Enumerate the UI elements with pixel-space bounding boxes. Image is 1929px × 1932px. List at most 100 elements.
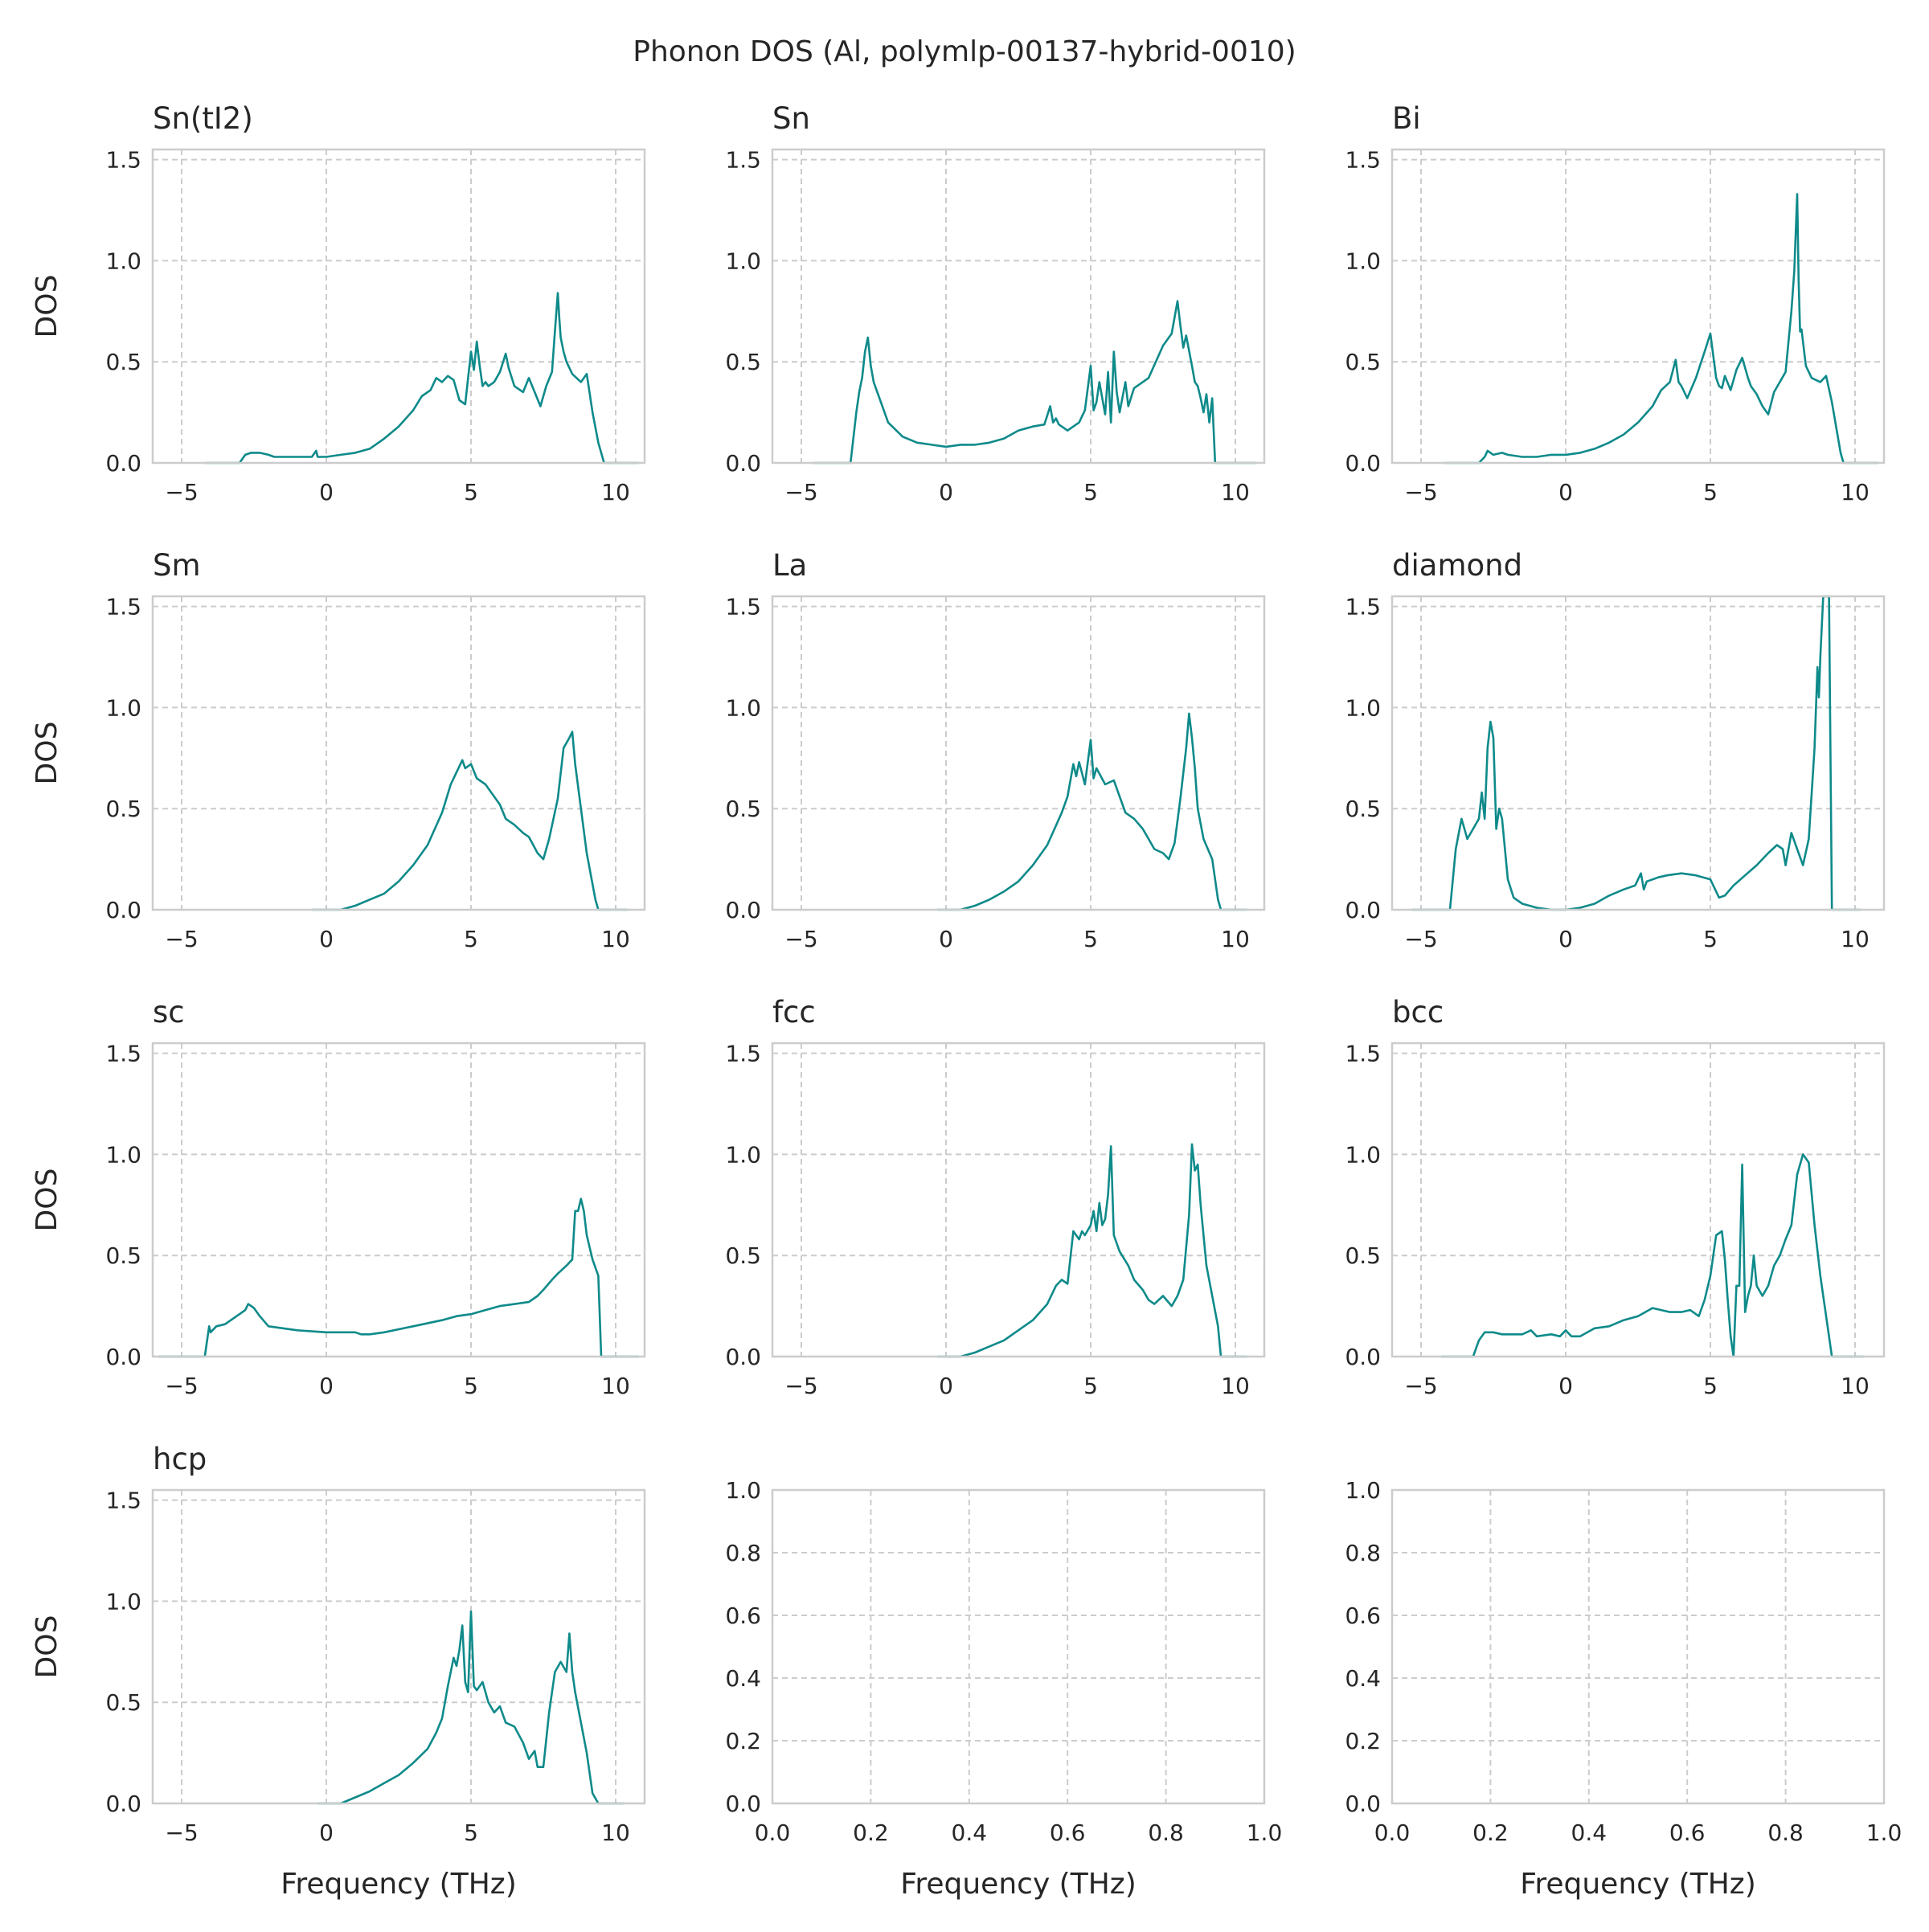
y-tick-label: 0.2: [725, 1728, 761, 1754]
subplot-title: Bi: [1392, 101, 1421, 136]
y-tick-label: 0.6: [725, 1602, 761, 1629]
y-tick-label: 0.5: [105, 796, 141, 822]
x-tick-label: 10: [601, 1373, 630, 1399]
dos-line: [312, 731, 628, 911]
y-axis-label: DOS: [31, 1615, 63, 1679]
subplot-empty-10: 0.0 0.2 0.4 0.6 0.8 1.0 0.0 0.2 0.4 0.6 0.8 1.0 Freq…: [725, 1477, 1282, 1901]
axes-frame: [151, 1488, 646, 1805]
y-tick-label: 1.5: [725, 594, 761, 620]
x-tick-label: 0: [1558, 479, 1573, 506]
axes-frame: [1390, 595, 1886, 911]
y-tick-label: 1.0: [725, 694, 761, 721]
y-tick-label: 1.0: [105, 1588, 141, 1615]
subplot-title: fcc: [772, 995, 816, 1029]
axes-frame: [151, 148, 646, 465]
x-tick-label: 5: [1083, 479, 1098, 506]
y-tick-label: 0.5: [1345, 796, 1381, 822]
x-tick-label: 5: [1703, 926, 1718, 952]
subplot-title: bcc: [1392, 995, 1444, 1029]
x-tick-label: 0: [1558, 1373, 1573, 1399]
x-tick-label: 0.0: [755, 1819, 791, 1846]
x-tick-label: 0.4: [1571, 1819, 1608, 1846]
x-tick-label: 0.6: [1669, 1819, 1706, 1846]
x-tick-label: 0: [319, 479, 334, 506]
x-tick-label: 10: [1221, 1373, 1250, 1399]
subplot-title: hcp: [153, 1442, 207, 1476]
axes-frame: [771, 1488, 1266, 1805]
x-tick-label: 5: [464, 926, 478, 952]
y-tick-label: 0.0: [725, 897, 761, 923]
dos-line: [937, 712, 1247, 911]
y-tick-label: 0.5: [725, 349, 761, 375]
dos-line: [813, 300, 1256, 465]
y-tick-label: 0.5: [725, 1242, 761, 1269]
y-tick-label: 0.0: [1345, 1791, 1381, 1817]
x-tick-label: 0.2: [1472, 1819, 1509, 1846]
subplot-title: La: [772, 548, 807, 583]
y-tick-label: 0.5: [1345, 1242, 1381, 1269]
x-tick-label: −5: [784, 1373, 817, 1399]
x-tick-label: 5: [1703, 479, 1718, 506]
y-tick-label: 0.0: [725, 450, 761, 477]
y-axis-label: DOS: [31, 722, 63, 785]
x-tick-label: 0: [319, 1819, 334, 1846]
y-tick-label: 1.0: [1345, 248, 1381, 274]
subplot-hcp: −5 0 5 10 0.0 0.5 1.0 1.5 hcp DOS Frequency (THz): [31, 1442, 646, 1901]
y-tick-label: 0.0: [105, 897, 141, 923]
y-tick-label: 0.0: [725, 1791, 761, 1817]
subplot-la: −5 0 5 10 0.0 0.5 1.0 1.5 La: [725, 548, 1266, 952]
x-tick-label: 0: [1558, 926, 1573, 952]
subplot-title: Sn(tI2): [153, 101, 253, 136]
y-tick-label: 0.5: [105, 349, 141, 375]
y-tick-label: 1.5: [725, 147, 761, 174]
axes-frame: [151, 1042, 646, 1358]
y-tick-label: 1.5: [105, 594, 141, 620]
y-tick-label: 0.0: [725, 1344, 761, 1370]
x-tick-label: −5: [165, 1373, 198, 1399]
axes-frame: [1390, 148, 1886, 465]
x-axis-label: Frequency (THz): [1520, 1868, 1755, 1901]
dos-line: [1441, 1153, 1864, 1358]
x-tick-label: 0: [319, 1373, 334, 1399]
subplot-sn: −5 0 5 10 0.0 0.5 1.0 1.5 Sn: [725, 101, 1266, 506]
x-axis-label: Frequency (THz): [900, 1868, 1136, 1901]
subplot-bcc: −5 0 5 10 0.0 0.5 1.0 1.5 bcc: [1345, 995, 1886, 1399]
y-tick-label: 0.0: [105, 1344, 141, 1370]
x-tick-label: 0: [939, 1373, 953, 1399]
x-tick-label: 5: [464, 479, 478, 506]
x-tick-label: 1.0: [1866, 1819, 1902, 1846]
y-tick-label: 1.0: [105, 1141, 141, 1168]
x-tick-label: 0.6: [1050, 1819, 1086, 1846]
axes-frame: [1390, 1488, 1886, 1805]
y-tick-label: 0.0: [1345, 1344, 1381, 1370]
y-axis-label: DOS: [31, 1169, 63, 1232]
x-tick-label: 1.0: [1247, 1819, 1283, 1846]
y-tick-label: 1.0: [105, 694, 141, 721]
y-tick-label: 1.5: [1345, 147, 1381, 174]
y-tick-label: 0.5: [105, 1689, 141, 1716]
y-tick-label: 0.0: [1345, 450, 1381, 477]
x-tick-label: −5: [165, 1819, 198, 1846]
subplot-sn-ti2-: −5 0 5 10 0.0 0.5 1.0 1.5 Sn(tI2) DOS: [31, 101, 646, 506]
y-axis-label: DOS: [31, 275, 63, 338]
x-tick-label: 10: [601, 479, 630, 506]
x-tick-label: 0: [939, 926, 953, 952]
subplot-sm: −5 0 5 10 0.0 0.5 1.0 1.5 Sm DOS: [31, 548, 646, 952]
y-tick-label: 1.0: [105, 248, 141, 274]
y-tick-label: 1.5: [725, 1041, 761, 1067]
x-tick-label: 5: [1703, 1373, 1718, 1399]
subplot-sc: −5 0 5 10 0.0 0.5 1.0 1.5 sc DOS: [31, 995, 646, 1399]
subplot-title: sc: [153, 995, 185, 1029]
y-tick-label: 0.5: [1345, 349, 1381, 375]
y-tick-label: 1.5: [105, 147, 141, 174]
axes-frame: [151, 595, 646, 911]
figure-title: Phonon DOS (Al, polymlp-00137-hybrid-001…: [633, 35, 1296, 68]
x-tick-label: 10: [1841, 926, 1870, 952]
x-tick-label: 5: [464, 1373, 478, 1399]
y-tick-label: 1.0: [725, 248, 761, 274]
subplot-diamond: −5 0 5 10 0.0 0.5 1.0 1.5 diamond: [1345, 548, 1886, 952]
x-tick-label: 10: [1841, 479, 1870, 506]
x-tick-label: 5: [1083, 1373, 1098, 1399]
dos-line: [1412, 595, 1861, 911]
